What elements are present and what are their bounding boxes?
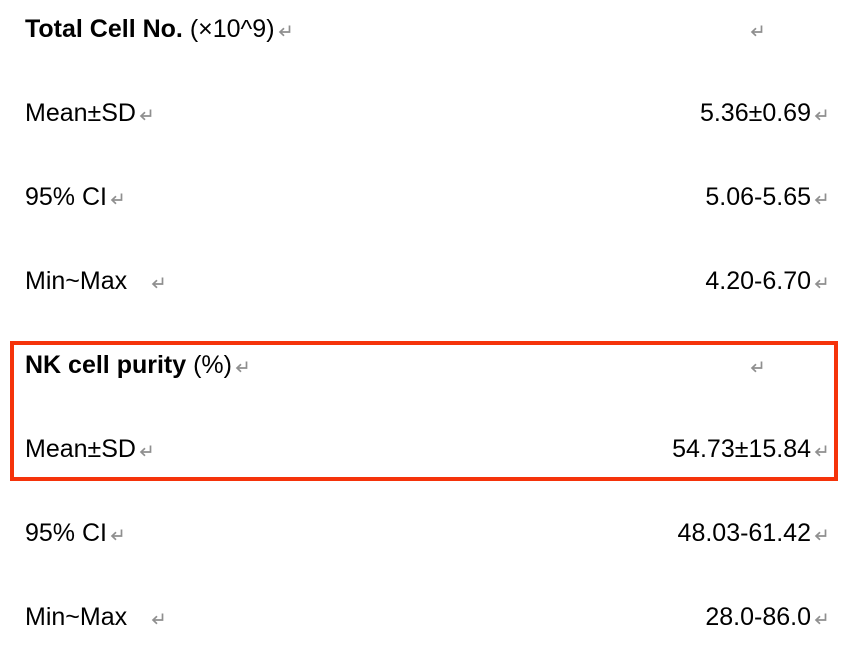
paragraph-return-icon bbox=[149, 274, 166, 290]
stat-row-min-max: Min~Max 4.20-6.70 bbox=[0, 252, 856, 336]
row-value-text: 5.06-5.65 bbox=[705, 183, 811, 211]
empty-value-cell bbox=[747, 350, 856, 380]
section-header-label: Total Cell No. (×10^9) bbox=[25, 14, 293, 44]
row-value: 5.36±0.69 bbox=[700, 98, 856, 128]
paragraph-return-icon bbox=[812, 106, 829, 122]
section-header-row-nk-purity: NK cell purity (%) bbox=[0, 336, 856, 420]
row-value: 4.20-6.70 bbox=[705, 266, 856, 296]
section-header-unit-text: (×10^9) bbox=[182, 15, 275, 43]
paragraph-return-icon bbox=[748, 358, 765, 374]
row-label-text: Min~Max bbox=[25, 267, 128, 295]
row-label: Mean±SD bbox=[25, 98, 154, 128]
row-label: Min~Max bbox=[25, 266, 166, 296]
paragraph-return-icon bbox=[812, 190, 829, 206]
section-header-row-total-cell: Total Cell No. (×10^9) bbox=[0, 0, 856, 84]
row-label-text: 95% CI bbox=[25, 519, 107, 547]
section-header-unit-text: (%) bbox=[186, 351, 232, 379]
row-value: 28.0-86.0 bbox=[705, 602, 856, 632]
stat-row-mean-sd: Mean±SD 54.73±15.84 bbox=[0, 420, 856, 504]
empty-value-cell bbox=[747, 14, 856, 44]
row-label-text: Min~Max bbox=[25, 603, 128, 631]
stat-row-mean-sd: Mean±SD 5.36±0.69 bbox=[0, 84, 856, 168]
row-label: 95% CI bbox=[25, 182, 125, 212]
section-header-bold-text: Total Cell No. bbox=[25, 15, 183, 43]
row-value: 5.06-5.65 bbox=[705, 182, 856, 212]
stat-row-min-max: Min~Max 28.0-86.0 bbox=[0, 588, 856, 649]
paragraph-return-icon bbox=[108, 190, 125, 206]
row-value-text: 28.0-86.0 bbox=[705, 603, 811, 631]
section-header-bold-text: NK cell purity bbox=[25, 351, 187, 379]
row-label-text: Mean±SD bbox=[25, 435, 136, 463]
paragraph-return-icon bbox=[748, 22, 765, 38]
row-label: 95% CI bbox=[25, 518, 125, 548]
row-value-text: 48.03-61.42 bbox=[677, 519, 811, 547]
row-label-text: Mean±SD bbox=[25, 99, 136, 127]
row-label-text: 95% CI bbox=[25, 183, 107, 211]
label-trailing-space bbox=[127, 603, 148, 631]
paragraph-return-icon bbox=[149, 610, 166, 626]
stat-row-95-ci: 95% CI 48.03-61.42 bbox=[0, 504, 856, 588]
section-header-label: NK cell purity (%) bbox=[25, 350, 250, 380]
paragraph-return-icon bbox=[233, 358, 250, 374]
row-label: Mean±SD bbox=[25, 434, 154, 464]
row-value: 54.73±15.84 bbox=[672, 434, 856, 464]
paragraph-return-icon bbox=[812, 442, 829, 458]
row-value-text: 5.36±0.69 bbox=[699, 99, 811, 127]
paragraph-return-icon bbox=[108, 526, 125, 542]
paragraph-return-icon bbox=[812, 610, 829, 626]
paragraph-return-icon bbox=[812, 526, 829, 542]
row-value: 48.03-61.42 bbox=[678, 518, 856, 548]
row-value-text: 54.73±15.84 bbox=[672, 435, 811, 463]
paragraph-return-icon bbox=[276, 22, 293, 38]
label-trailing-space bbox=[127, 267, 148, 295]
paragraph-return-icon bbox=[137, 106, 154, 122]
row-label: Min~Max bbox=[25, 602, 166, 632]
paragraph-return-icon bbox=[137, 442, 154, 458]
row-value-text: 4.20-6.70 bbox=[705, 267, 811, 295]
stat-row-95-ci: 95% CI 5.06-5.65 bbox=[0, 168, 856, 252]
paragraph-return-icon bbox=[812, 274, 829, 290]
